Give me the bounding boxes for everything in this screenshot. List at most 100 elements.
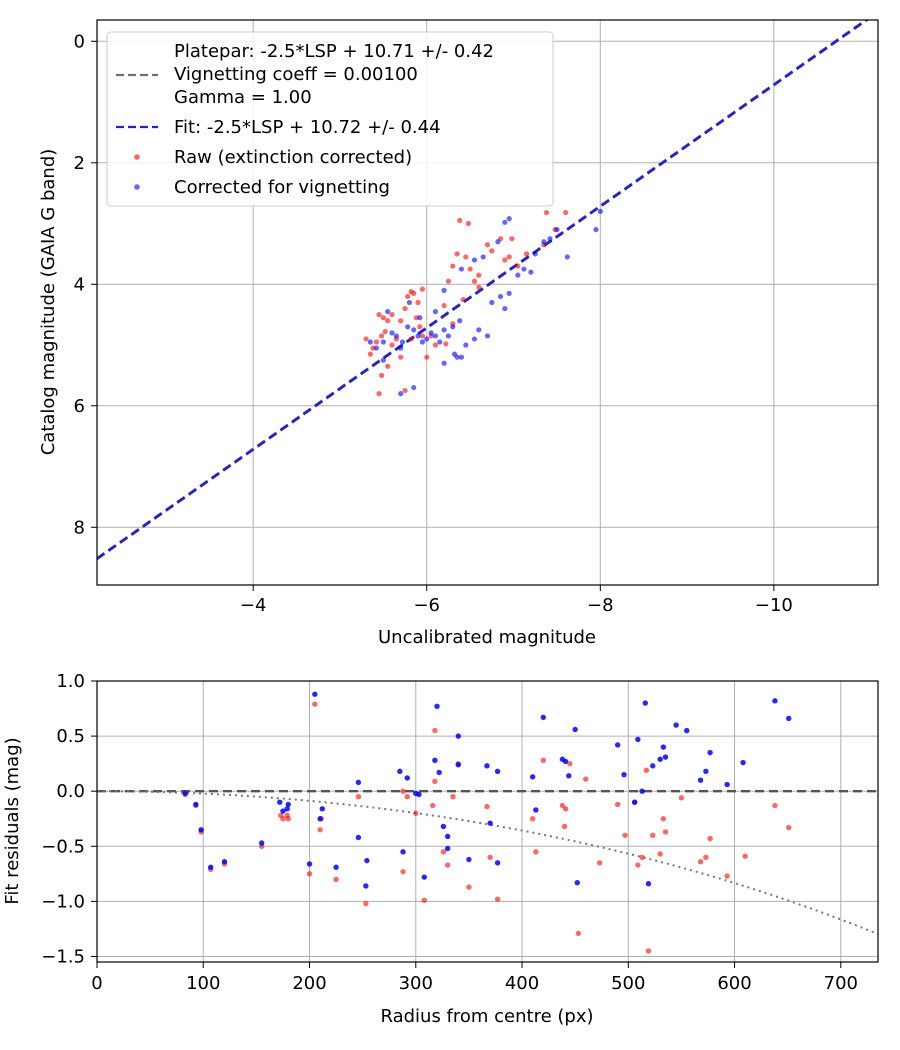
raw-point [502,257,508,263]
corrected-residual-point [703,768,709,775]
corrected-residual-point [193,801,199,808]
corrected-point [471,257,478,263]
corrected-residual-point [635,736,641,743]
top-y-tick-label: 0 [74,31,85,52]
corrected-residual-point [319,806,325,812]
corrected-point [547,236,553,242]
raw-point [408,288,414,295]
corrected-point [541,239,547,245]
raw-point [467,266,473,272]
corrected-residual-point [198,827,204,833]
top-y-tick-label: 2 [74,153,85,174]
raw-residual-point [430,802,436,809]
bottom-y-tick-label: −1.5 [41,946,85,967]
corrected-residual-point [572,726,578,733]
raw-point [408,336,414,342]
corrected-residual-point [421,874,427,880]
raw-point [471,278,478,284]
raw-residual-point [444,862,451,868]
corrected-residual-point [621,771,627,778]
raw-point [457,217,463,224]
corrected-point [506,216,512,222]
corrected-residual-point [355,834,362,841]
raw-point [379,333,385,339]
corrected-residual-point [724,781,730,788]
corrected-residual-point [306,861,313,867]
raw-residual-point [562,806,569,812]
corrected-point [484,333,491,339]
corrected-residual-point [444,833,451,840]
raw-point [376,391,382,397]
raw-residual-point [333,876,339,883]
raw-residual-point [660,816,667,822]
raw-point [419,286,426,292]
raw-residual-point [662,829,669,835]
bottom-chart: 0 100 200 300 400 500 600 700 1.0 0.5 0.0 −0.5 −1.0 −… [2,671,879,1027]
raw-point [402,305,408,312]
corrected-point [389,330,395,336]
raw-residual-point [494,896,501,902]
bottom-y-tick-label: −1.0 [41,891,85,912]
corrected-residual-point [400,849,406,855]
corrected-point [515,272,521,278]
corrected-point [399,339,406,345]
raw-residual-point [645,948,652,954]
corrected-point [450,324,456,330]
raw-residual-point [533,849,539,855]
raw-point [398,354,404,360]
raw-point [402,387,408,394]
bottom-data-points [182,691,792,954]
top-x-tick-label: −10 [755,595,793,616]
raw-point [376,312,382,318]
bottom-y-axis-label: Fit residuals (mag) [2,737,23,904]
corrected-point [497,293,504,300]
corrected-point [398,391,404,397]
corrected-point [432,309,439,315]
raw-residual-point [561,823,568,830]
corrected-residual-point [639,788,645,794]
raw-point [389,312,395,318]
corrected-point [432,333,439,339]
raw-residual-point [697,859,704,865]
bottom-x-tick-label: 700 [824,973,858,994]
corrected-residual-point [455,733,461,739]
raw-point [415,299,421,306]
corrected-residual-point [786,715,792,722]
raw-residual-point [355,794,362,800]
corrected-point [454,354,460,360]
corrected-point [441,327,447,333]
legend-platepar-label: Platepar: -2.5*LSP + 10.71 +/- 0.42 [174,41,494,62]
raw-point [385,363,391,369]
bottom-x-tick-label: 400 [505,973,539,994]
corrected-residual-point [566,773,572,779]
corrected-point [471,336,478,342]
legend-vignetting-label: Vignetting coeff = 0.00100 [174,64,418,85]
raw-point [463,254,469,260]
raw-residual-point [317,827,323,833]
corrected-point [495,239,501,245]
corrected-point [380,339,386,345]
corrected-residual-point [487,820,493,826]
corrected-residual-point [259,840,265,846]
corrected-residual-point [455,762,461,768]
corrected-point [480,254,486,260]
corrected-residual-point [494,768,501,775]
raw-residual-point [635,862,641,868]
raw-residual-point [742,853,748,859]
raw-point [405,293,411,300]
bottom-y-tick-label: 1.0 [56,671,85,692]
corrected-residual-point [494,860,501,866]
raw-point [432,342,439,348]
corrected-point [424,336,430,342]
raw-residual-point [639,854,645,861]
raw-residual-point [432,778,438,784]
corrected-point [405,324,411,330]
raw-residual-point [413,810,419,816]
raw-point [465,220,472,227]
raw-residual-point [614,801,621,808]
raw-point [523,251,530,257]
legend-corrected-label: Corrected for vignetting [174,177,390,198]
top-y-tick-label: 6 [74,396,85,417]
corrected-residual-point [697,777,704,783]
